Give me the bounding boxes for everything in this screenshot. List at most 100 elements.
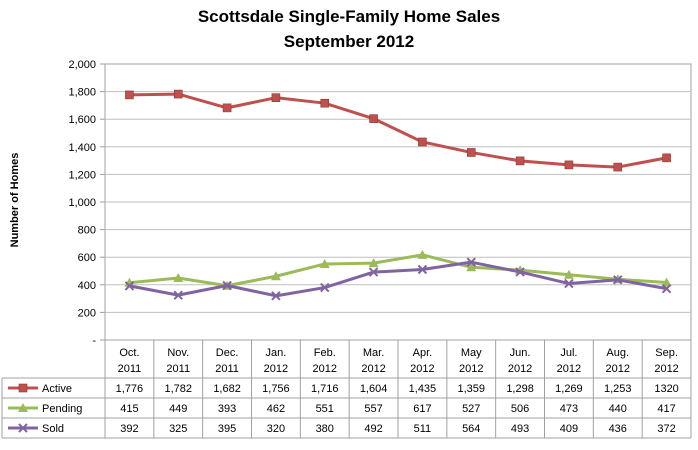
data-label-active: 1,604 (360, 383, 388, 395)
x-tick-label: 2012 (557, 363, 581, 375)
series-line-pending (129, 253, 667, 288)
data-label-sold: 492 (364, 423, 382, 435)
chart-title: Scottsdale Single-Family Home Sales (198, 7, 500, 26)
x-tick-label: 2012 (410, 363, 434, 375)
data-label-pending: 393 (218, 403, 236, 415)
data-label-sold: 436 (609, 423, 627, 435)
data-point-sold (661, 283, 672, 294)
data-label-active: 1,716 (311, 383, 339, 395)
data-label-active: 1320 (654, 383, 678, 395)
x-tick-label: 2012 (459, 363, 483, 375)
y-tick-label: 1,200 (68, 169, 96, 181)
data-label-sold: 409 (560, 423, 578, 435)
y-tick-label: 1,600 (68, 114, 96, 126)
series-sold (124, 257, 672, 301)
x-tick-label: May (461, 347, 482, 359)
data-point-sold (613, 275, 623, 285)
data-point-sold (320, 282, 330, 293)
data-point-pending (563, 269, 574, 279)
legend-item-pending: Pending (8, 403, 82, 415)
legend-label-pending: Pending (42, 403, 82, 415)
data-label-active: 1,756 (262, 383, 290, 395)
data-label-sold: 392 (120, 423, 138, 435)
x-tick-label: Oct. (119, 347, 139, 359)
data-label-active: 1,253 (604, 383, 632, 395)
data-point-sold (417, 264, 428, 275)
data-label-pending: 473 (560, 403, 578, 415)
data-point-pending (270, 271, 281, 281)
series-active (125, 89, 671, 172)
legend-label-active: Active (42, 383, 72, 395)
data-point-sold (173, 290, 183, 300)
data-label-sold: 493 (511, 423, 529, 435)
data-point-active (613, 162, 623, 172)
y-tick-label: 2,000 (68, 59, 96, 71)
data-label-sold: 372 (657, 423, 675, 435)
data-point-sold (515, 267, 525, 277)
data-label-pending: 449 (169, 403, 187, 415)
data-point-sold (466, 257, 476, 267)
x-tick-label: 2012 (654, 363, 678, 375)
legend-marker-active (18, 383, 28, 393)
data-label-active: 1,359 (457, 383, 485, 395)
x-tick-label: 2011 (215, 363, 239, 375)
x-tick-label: Jan. (266, 347, 287, 359)
x-tick-label: 2011 (166, 363, 190, 375)
x-tick-label: Aug. (606, 347, 629, 359)
data-point-sold (368, 267, 379, 277)
x-tick-label: Feb. (314, 347, 336, 359)
x-tick-label: 2012 (313, 363, 337, 375)
data-point-pending (417, 249, 428, 259)
data-point-active (271, 93, 281, 102)
y-tick-label: - (92, 335, 96, 347)
legend-marker-pending (18, 403, 28, 412)
data-label-active: 1,269 (555, 383, 583, 395)
x-tick-label: 2011 (118, 363, 142, 375)
data-point-active (466, 148, 476, 157)
data-label-pending: 415 (120, 403, 138, 415)
data-point-active (515, 156, 525, 166)
data-point-sold (124, 281, 135, 291)
data-point-pending (466, 262, 477, 272)
data-point-pending (173, 273, 184, 283)
data-label-pending: 462 (267, 403, 285, 415)
legend-item-sold: Sold (8, 423, 64, 435)
data-point-active (418, 137, 427, 147)
data-label-pending: 527 (462, 403, 480, 415)
data-point-pending (368, 258, 379, 268)
data-point-sold (222, 280, 232, 291)
data-label-pending: 557 (364, 403, 382, 415)
y-axis-label: Number of Homes (9, 153, 21, 248)
x-tick-label: Nov. (167, 347, 189, 359)
data-label-sold: 320 (267, 423, 285, 435)
data-label-active: 1,682 (213, 383, 241, 395)
x-tick-label: Sep. (655, 347, 678, 359)
data-label-active: 1,776 (116, 383, 144, 395)
x-tick-label: Mar. (363, 347, 384, 359)
x-tick-label: Jun. (510, 347, 531, 359)
legend-label-sold: Sold (42, 423, 64, 435)
data-label-active: 1,435 (409, 383, 437, 395)
legend-marker-sold (18, 423, 28, 433)
x-tick-label: 2012 (508, 363, 532, 375)
x-tick-label: Apr. (413, 347, 433, 359)
x-tick-label: Dec. (216, 347, 239, 359)
data-label-sold: 511 (414, 423, 432, 435)
data-label-active: 1,782 (164, 383, 192, 395)
data-point-active (369, 114, 378, 123)
data-label-sold: 395 (218, 423, 236, 435)
chart-subtitle: September 2012 (284, 32, 414, 51)
x-tick-label: 2012 (361, 363, 385, 375)
legend-item-active: Active (8, 383, 72, 395)
data-point-sold (564, 278, 574, 289)
y-tick-label: 600 (78, 252, 96, 264)
data-label-pending: 551 (316, 403, 334, 415)
data-point-sold (271, 291, 281, 301)
data-label-sold: 564 (462, 423, 480, 435)
data-label-pending: 506 (511, 403, 529, 415)
y-tick-label: 800 (78, 225, 96, 237)
y-tick-label: 400 (78, 280, 96, 292)
x-tick-label: 2012 (606, 363, 630, 375)
